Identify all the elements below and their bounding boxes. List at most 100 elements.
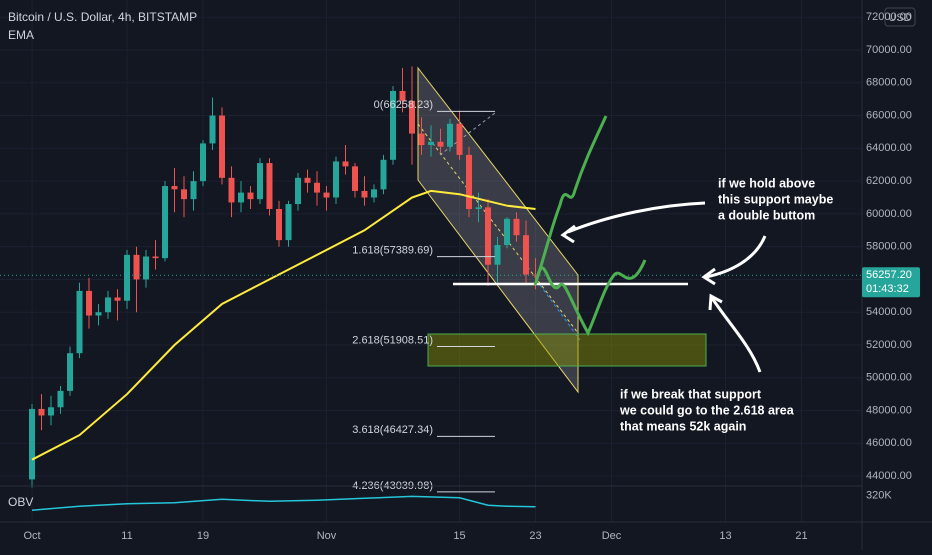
candle-body bbox=[399, 90, 406, 101]
candle-body bbox=[171, 186, 178, 190]
price-badge bbox=[862, 267, 920, 298]
candle-body bbox=[276, 208, 283, 241]
candle-body bbox=[390, 90, 397, 160]
y-tick-label: 62000.00 bbox=[866, 175, 912, 187]
candle-body bbox=[105, 297, 112, 313]
candle-body bbox=[247, 192, 254, 200]
candle-body bbox=[380, 159, 387, 190]
candle-body bbox=[314, 182, 321, 193]
candle-body bbox=[48, 407, 55, 416]
candle-body bbox=[295, 177, 302, 205]
candle-body bbox=[503, 218, 510, 246]
candle-body bbox=[532, 274, 539, 276]
x-tick-label: 13 bbox=[719, 530, 731, 542]
y-tick-label: 60000.00 bbox=[866, 208, 912, 220]
obv-tick-label: 320K bbox=[866, 489, 892, 501]
currency: USD bbox=[888, 12, 911, 24]
candle-body bbox=[228, 177, 235, 203]
candle-body bbox=[57, 390, 64, 408]
candle-body bbox=[352, 166, 359, 191]
candle-body bbox=[333, 161, 340, 198]
annotation: we could go to the 2.618 area bbox=[619, 403, 795, 417]
annotation: that means 52k again bbox=[620, 419, 746, 433]
candle-body bbox=[143, 256, 150, 280]
candle-body bbox=[342, 161, 349, 167]
currency-badge[interactable] bbox=[884, 7, 916, 27]
y-tick-label: 72000.00 bbox=[866, 11, 912, 23]
candle-body bbox=[428, 141, 434, 146]
candle-body bbox=[86, 290, 93, 316]
y-tick-label: 44000.00 bbox=[866, 470, 912, 482]
candle-body bbox=[257, 163, 264, 200]
x-tick-label: 21 bbox=[795, 530, 807, 542]
candle-body bbox=[133, 254, 140, 280]
candle-body bbox=[446, 123, 453, 147]
candle-body bbox=[494, 245, 501, 265]
candle-body bbox=[266, 163, 273, 209]
chart-title: Bitcoin / U.S. Dollar, 4h, BITSTAMP bbox=[8, 10, 197, 24]
candle-body bbox=[219, 115, 226, 178]
candle-body bbox=[152, 256, 159, 259]
price-label: 56257.20 bbox=[866, 269, 912, 281]
x-tick-label: 23 bbox=[529, 530, 541, 542]
candle-body bbox=[437, 141, 444, 147]
arrow-double-bottom bbox=[560, 201, 706, 244]
x-tick-label: 19 bbox=[197, 530, 209, 542]
candle-body bbox=[209, 115, 216, 144]
candle-body bbox=[76, 290, 83, 354]
x-tick-label: 15 bbox=[453, 530, 465, 542]
candle-body bbox=[304, 177, 311, 183]
plot: 0(66258.23) 1.618(57389.69) 2.618(51908.51… bbox=[0, 66, 862, 511]
arrow-break bbox=[708, 293, 762, 373]
y-tick-label: 54000.00 bbox=[866, 306, 912, 318]
y-tick-label: 58000.00 bbox=[866, 241, 912, 253]
fib-label: 3.618(46427.34) bbox=[352, 424, 433, 436]
y-tick-label: 68000.00 bbox=[866, 77, 912, 89]
candle-body bbox=[124, 254, 131, 301]
obv-line bbox=[31, 495, 536, 511]
countdown: 01:43:32 bbox=[866, 283, 909, 295]
y-tick-label: 64000.00 bbox=[866, 142, 912, 154]
channel-midline bbox=[417, 123, 579, 334]
obv-name: OBV bbox=[8, 495, 33, 509]
candle-body bbox=[29, 408, 36, 480]
candle-body bbox=[513, 218, 520, 236]
candle-body bbox=[465, 154, 472, 209]
candle-body bbox=[484, 207, 491, 265]
candle-body bbox=[95, 312, 102, 316]
dashed-projection bbox=[539, 284, 581, 341]
fib-label: 2.618(51908.51) bbox=[352, 334, 433, 346]
x-tick-label: Dec bbox=[602, 530, 622, 542]
fib-label: 0(66258.23) bbox=[374, 99, 433, 111]
annotation: if we break that support bbox=[620, 387, 762, 401]
annotation: a double buttom bbox=[718, 208, 815, 222]
candle-body bbox=[522, 235, 529, 275]
candle-body bbox=[418, 133, 425, 146]
y-tick-label: 50000.00 bbox=[866, 372, 912, 384]
x-tick-label: Oct bbox=[23, 530, 40, 542]
candle-body bbox=[181, 189, 188, 200]
annotation: this support maybe bbox=[718, 192, 833, 206]
candle-body bbox=[200, 143, 207, 182]
ema-line bbox=[31, 189, 536, 461]
y-tick-label: 52000.00 bbox=[866, 339, 912, 351]
candle-body bbox=[238, 192, 245, 203]
arrow-support bbox=[701, 235, 767, 286]
annotation: if we hold above bbox=[718, 176, 815, 190]
candle-body bbox=[371, 189, 378, 198]
x-tick-label: Nov bbox=[317, 530, 337, 542]
y-tick-label: 46000.00 bbox=[866, 437, 912, 449]
y-tick-label: 66000.00 bbox=[866, 109, 912, 121]
candle-body bbox=[67, 353, 74, 391]
fib-label: 1.618(57389.69) bbox=[352, 245, 433, 257]
candle-body bbox=[361, 190, 368, 198]
target-zone bbox=[427, 333, 707, 367]
candle-body bbox=[114, 297, 121, 301]
x-tick-label: 11 bbox=[121, 530, 132, 542]
indicator-name: EMA bbox=[8, 28, 34, 42]
candle-body bbox=[475, 207, 482, 209]
candle-body bbox=[162, 186, 169, 259]
bullish-path bbox=[533, 115, 608, 286]
y-tick-label: 48000.00 bbox=[866, 404, 912, 416]
candle-body bbox=[323, 192, 330, 198]
